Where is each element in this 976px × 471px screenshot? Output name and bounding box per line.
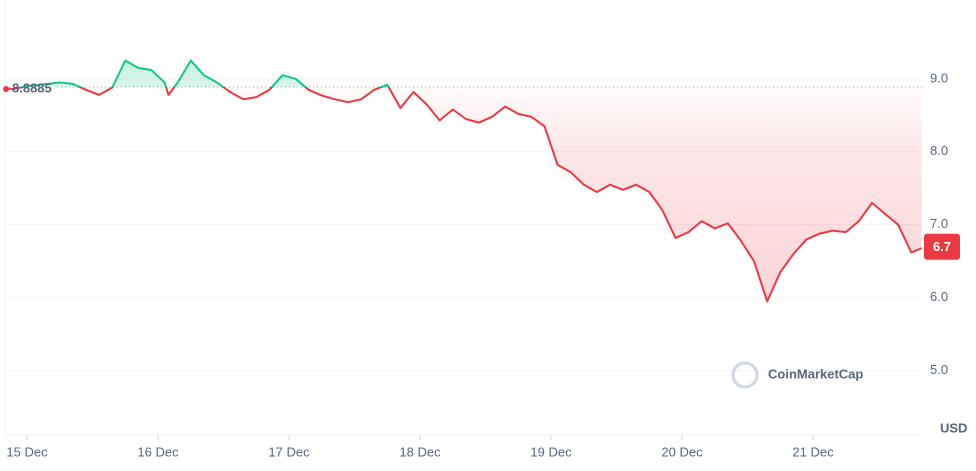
y-tick-label: 9.0 (930, 70, 948, 85)
baseline-dot (3, 85, 9, 92)
watermark: CoinMarketCap (768, 366, 863, 381)
x-tick-label: 18 Dec (399, 444, 441, 459)
x-tick-label: 16 Dec (137, 444, 179, 459)
x-tick-label: 17 Dec (268, 444, 310, 459)
x-tick-label: 20 Dec (661, 444, 703, 459)
y-tick-label: 8.0 (930, 143, 948, 158)
price-area (4, 60, 922, 302)
current-price-badge (924, 233, 960, 260)
baseline-label: 8.8885 (12, 80, 52, 95)
y-tick-label: 6.0 (930, 289, 948, 304)
current-price-label: 6.7 (933, 239, 951, 254)
x-tick-label: 15 Dec (6, 444, 48, 459)
watermark-logo (731, 361, 759, 389)
x-tick-label: 21 Dec (792, 444, 834, 459)
x-tick-label: 19 Dec (530, 444, 572, 459)
y-tick-label: 5.0 (930, 362, 948, 377)
unit-label: USD (940, 420, 967, 435)
price-line (4, 59, 923, 303)
y-tick-label: 7.0 (930, 216, 948, 231)
